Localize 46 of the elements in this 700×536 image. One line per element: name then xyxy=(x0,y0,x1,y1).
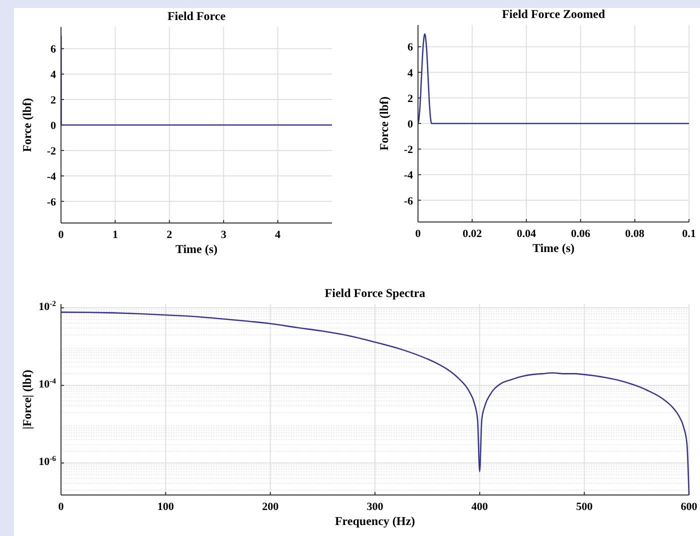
y-tick-label: 6 xyxy=(50,44,56,56)
chart-title: Field Force xyxy=(167,9,226,23)
x-tick-label: 2 xyxy=(166,229,173,241)
y-tick-label: -4 xyxy=(46,170,56,183)
y-tick-label: 4 xyxy=(50,69,56,82)
x-tick-label: 0 xyxy=(58,229,64,241)
x-tick-label: 600 xyxy=(680,501,698,513)
y-tick-label: -2 xyxy=(404,144,414,156)
y-axis-title: Force (lbf) xyxy=(377,96,391,151)
x-tick-label: 300 xyxy=(366,501,384,513)
y-tick-label: 0 xyxy=(50,120,56,132)
x-tick-label: 100 xyxy=(157,501,174,513)
x-tick-label: 1 xyxy=(112,229,118,241)
x-tick-label: 500 xyxy=(576,501,594,513)
x-tick-label: 0.1 xyxy=(682,228,696,240)
line-series xyxy=(60,35,333,126)
y-tick-label: -2 xyxy=(46,145,56,158)
y-tick-label: 4 xyxy=(408,67,414,80)
x-tick-label: 4 xyxy=(275,229,282,241)
y-tick-label: 0 xyxy=(408,118,414,130)
x-tick-label: 0.04 xyxy=(516,228,537,240)
line-series xyxy=(417,33,690,124)
x-tick-label: 0.08 xyxy=(625,228,645,240)
y-tick-label: 2 xyxy=(50,94,56,107)
x-tick-label: 0.02 xyxy=(462,228,482,240)
y-axis-title: |Force| (lbf) xyxy=(20,370,34,430)
x-axis-title: Time (s) xyxy=(175,242,218,256)
y-tick-label: 10$^{-4}$ xyxy=(38,376,56,390)
x-tick-label: 0.06 xyxy=(570,228,591,240)
y-tick-label: 6 xyxy=(408,42,414,54)
x-tick-label: 0 xyxy=(415,228,422,240)
y-axis-title: Force (lbf) xyxy=(20,98,34,152)
chart-title: Field Force Spectra xyxy=(324,286,426,300)
y-tick-label: 10$^{-2}$ xyxy=(38,298,56,313)
y-tick-label: 2 xyxy=(408,92,414,105)
y-tick-label: -4 xyxy=(404,170,414,182)
x-axis-title: Time (s) xyxy=(532,241,575,255)
y-tick-label: -6 xyxy=(46,196,56,208)
x-tick-label: 0 xyxy=(58,501,64,513)
chart-title: Field Force Zoomed xyxy=(502,7,606,21)
x-axis-title: Frequency (Hz) xyxy=(334,514,416,528)
x-tick-label: 3 xyxy=(220,229,227,241)
y-tick-label: 10$^{-6}$ xyxy=(38,454,56,468)
x-tick-label: 400 xyxy=(471,501,488,513)
y-tick-label: -6 xyxy=(404,195,414,208)
x-tick-label: 200 xyxy=(262,501,280,513)
